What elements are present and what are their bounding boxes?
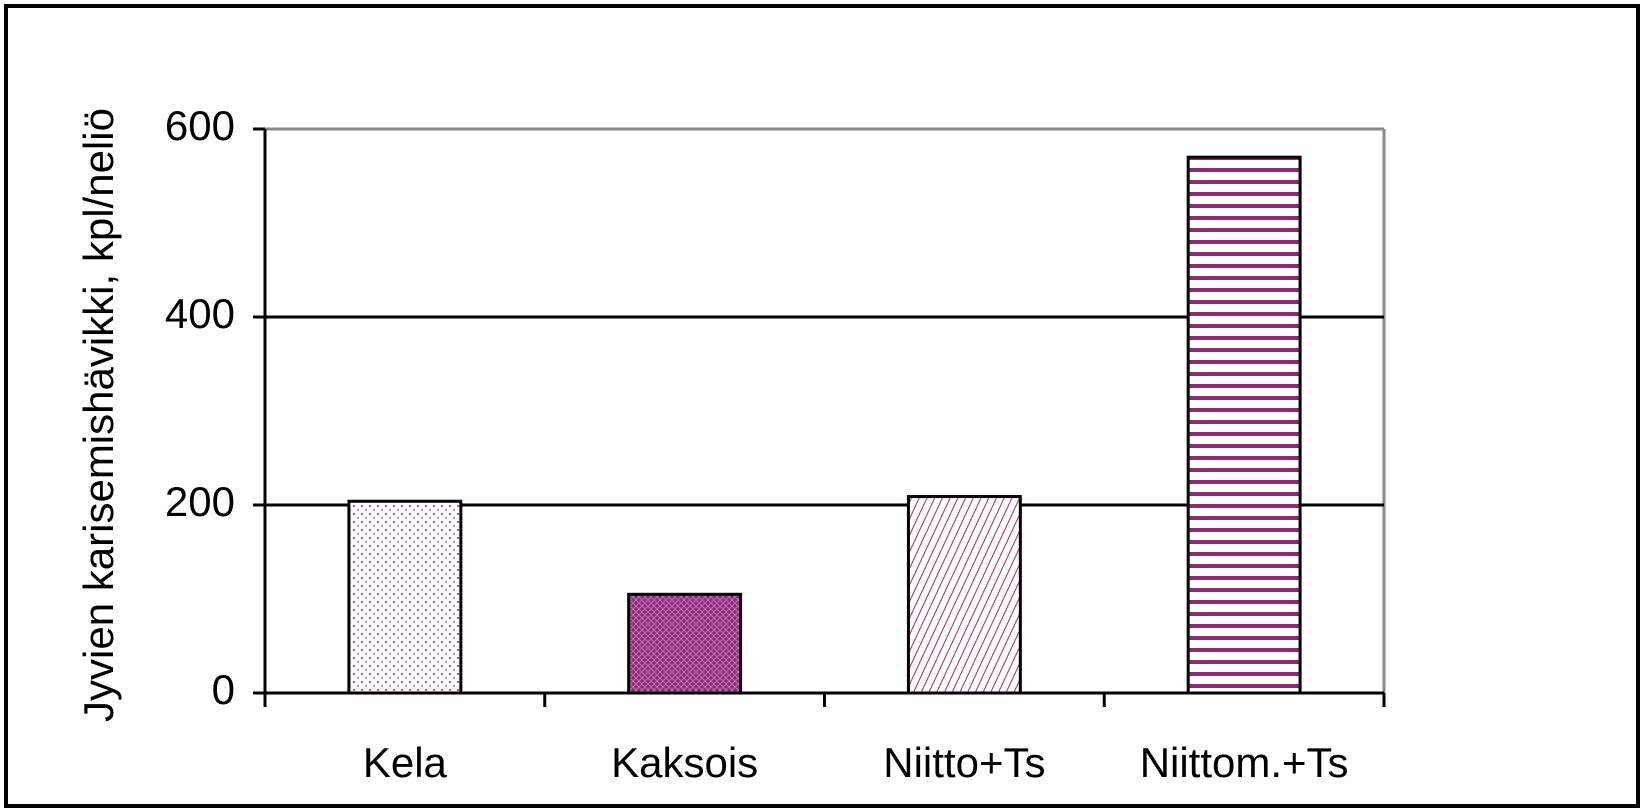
x-tick-label: Niittom.+Ts — [1140, 739, 1349, 786]
y-tick-label: 600 — [165, 102, 235, 149]
x-tick-label: Niitto+Ts — [883, 739, 1045, 786]
y-tick-label: 0 — [212, 666, 235, 713]
y-axis-title: Jyvien karisemishävikki, kpl/neliö — [75, 108, 122, 722]
y-tick-label: 200 — [165, 478, 235, 525]
bar — [1186, 155, 1302, 695]
frame — [4, 4, 1640, 808]
y-tick-label: 400 — [165, 290, 235, 337]
x-tick-label: Kela — [363, 739, 448, 786]
bar — [906, 495, 1022, 695]
x-tick-label: Kaksois — [611, 739, 758, 786]
bar — [347, 499, 463, 695]
bar — [627, 592, 743, 695]
